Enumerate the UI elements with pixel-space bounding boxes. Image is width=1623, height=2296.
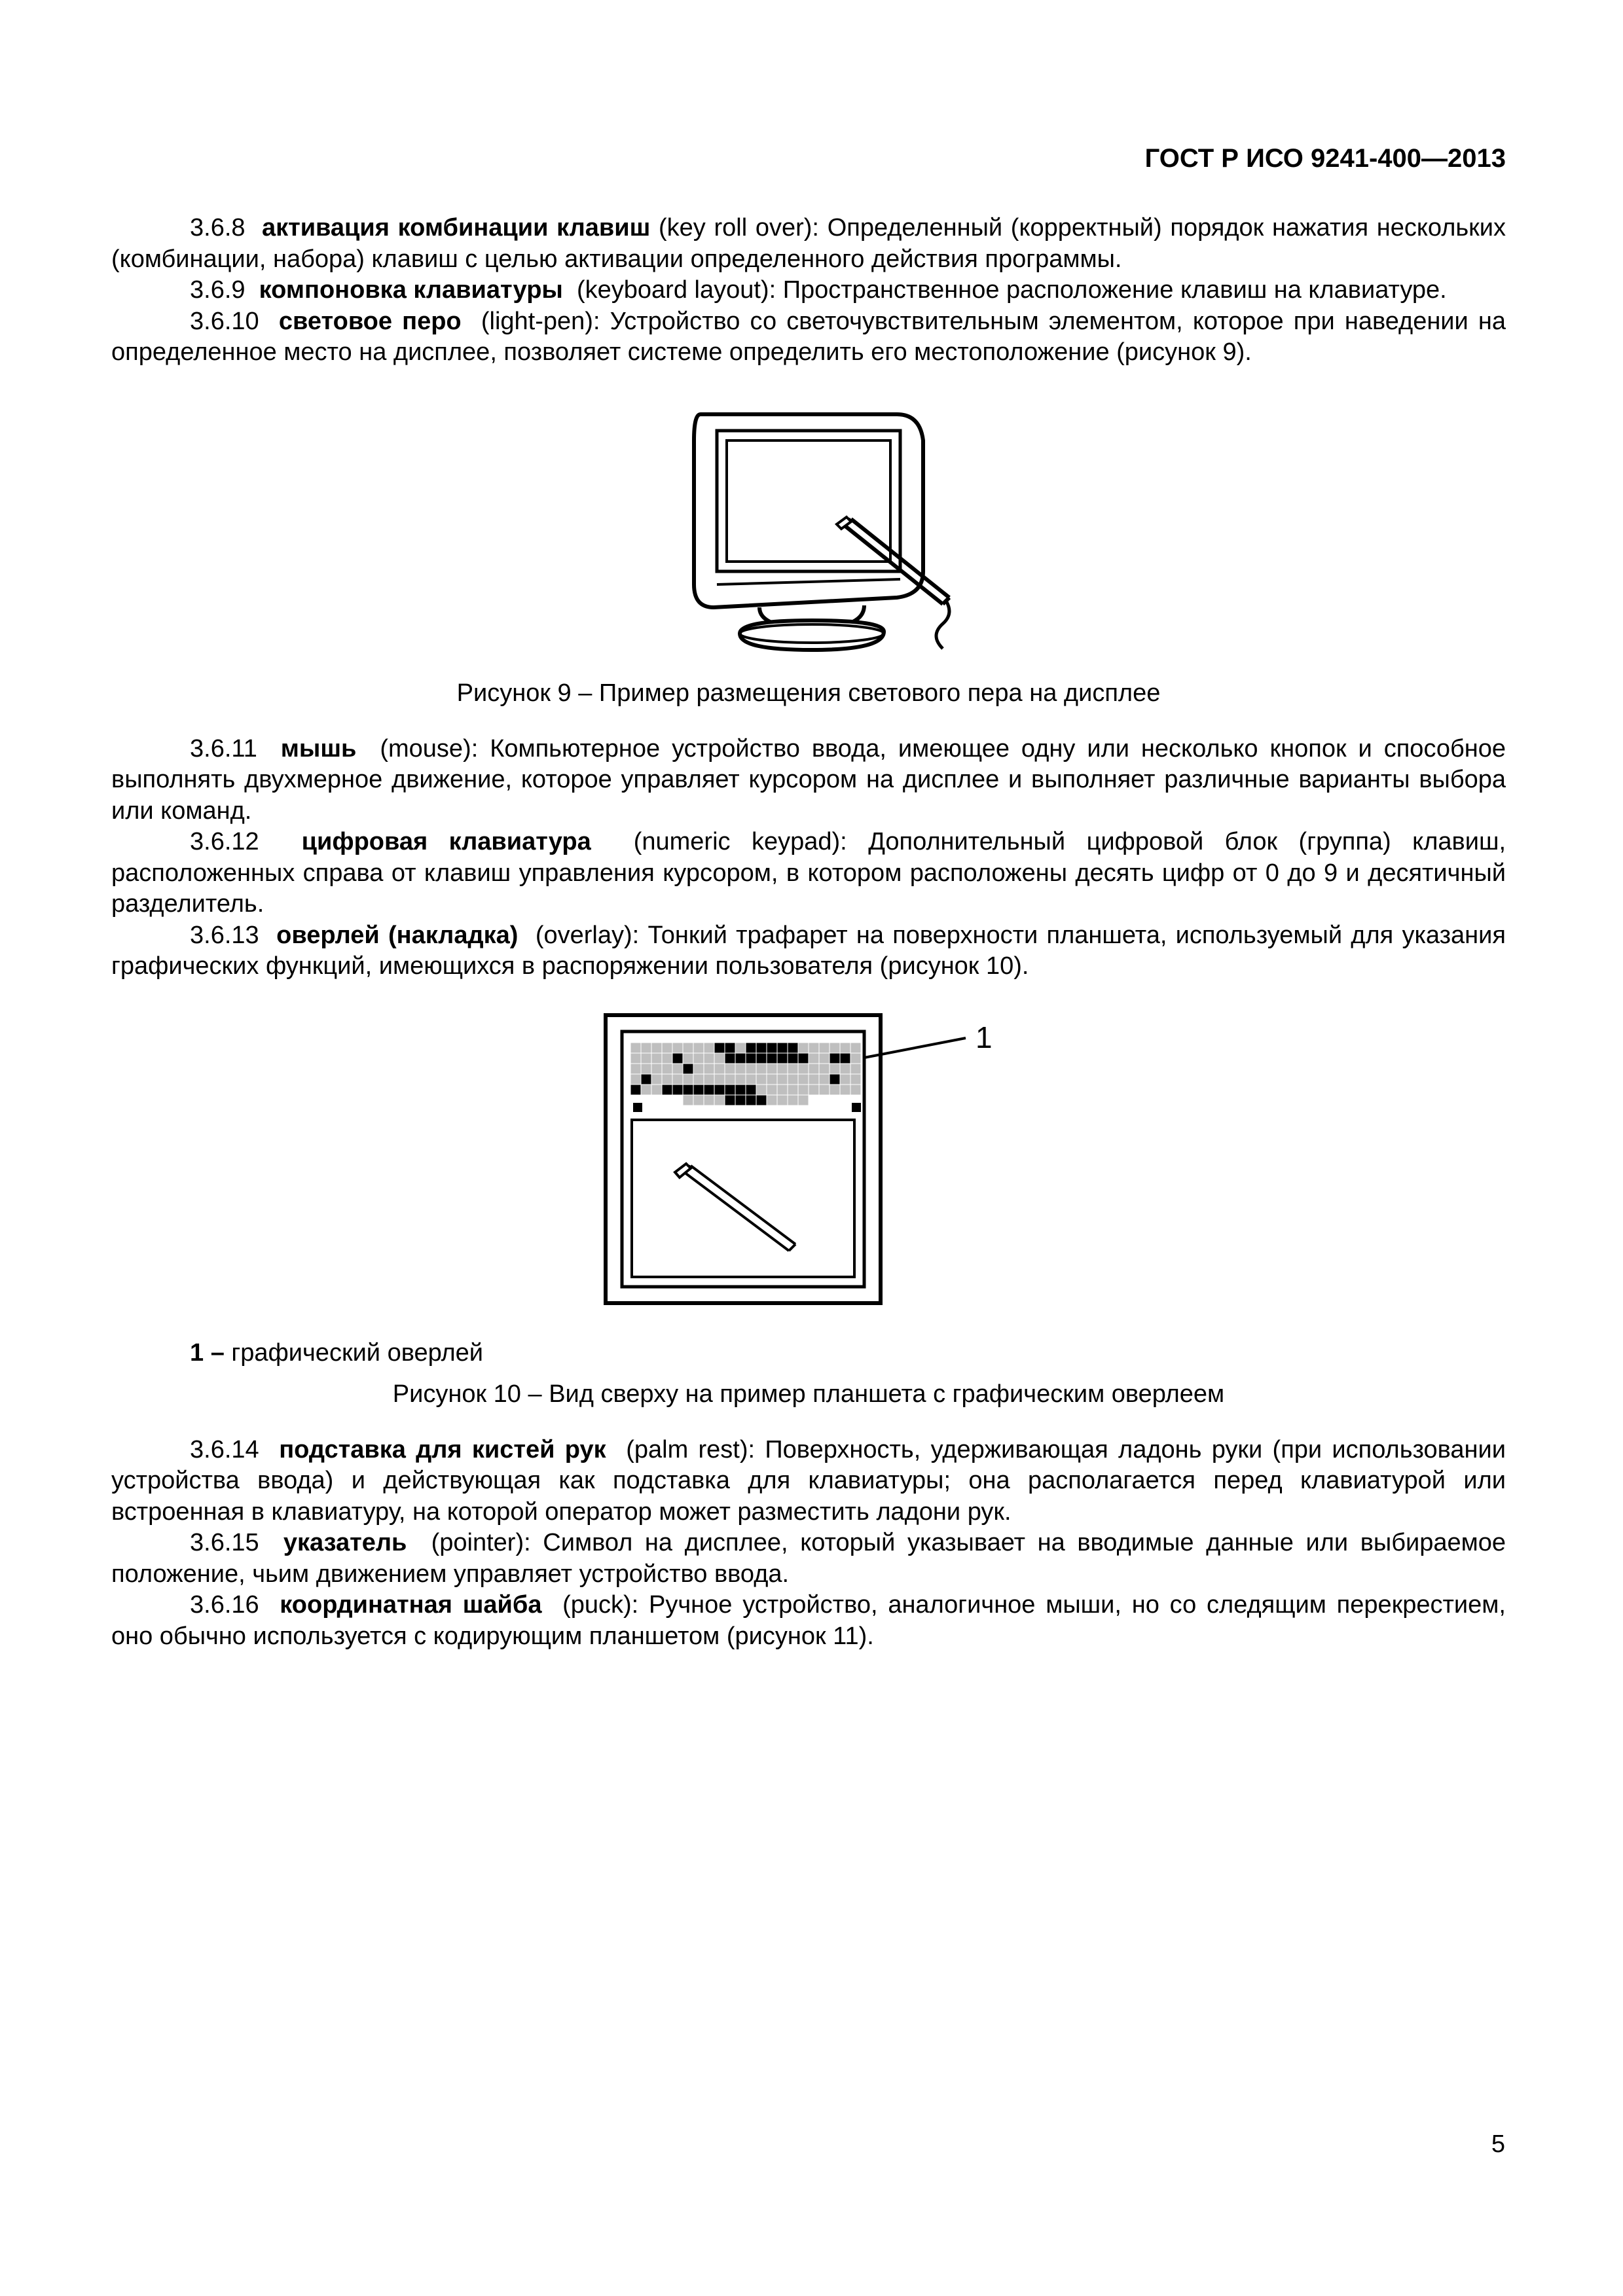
legend-text: графический оверлей xyxy=(231,1339,483,1367)
def-3-6-8: 3.6.8 активация комбинации клавиш (key r… xyxy=(111,213,1506,275)
def-num: 3.6.10 xyxy=(190,308,259,335)
def-term-text: компоновка клавиатуры xyxy=(259,276,563,304)
figure-9 xyxy=(111,388,1506,666)
body-block-1: 3.6.8 активация комбинации клавиш (key r… xyxy=(111,213,1506,368)
page-number: 5 xyxy=(1491,2130,1505,2159)
document-code: ГОСТ Р ИСО 9241-400—2013 xyxy=(111,144,1506,173)
def-num: 3.6.16 xyxy=(190,1591,259,1619)
tablet-overlay-icon: 1 xyxy=(593,1002,1025,1316)
def-paren: (puck): xyxy=(562,1591,638,1619)
def-paren: (keyboard layout): xyxy=(577,276,776,304)
def-num: 3.6.8 xyxy=(190,214,246,242)
def-term xyxy=(253,214,262,242)
def-paren: (overlay): xyxy=(536,922,639,949)
def-paren: (numeric keypad): xyxy=(634,828,847,855)
def-term-text: указатель xyxy=(283,1529,407,1556)
def-paren: (key roll over): xyxy=(659,214,819,242)
def-term-text: активация комбинации клавиш xyxy=(262,214,650,242)
figure-10: 1 xyxy=(111,1002,1506,1319)
def-num: 3.6.9 xyxy=(190,276,246,304)
body-block-3: 3.6.14 подставка для кистей рук (palm re… xyxy=(111,1435,1506,1653)
figure-10-legend: 1 – графический оверлей xyxy=(190,1339,1506,1367)
def-3-6-14: 3.6.14 подставка для кистей рук (palm re… xyxy=(111,1435,1506,1528)
def-3-6-9: 3.6.9 компоновка клавиатуры (keyboard la… xyxy=(111,275,1506,306)
def-3-6-12: 3.6.12 цифровая клавиатура (numeric keyp… xyxy=(111,827,1506,920)
callout-1-label: 1 xyxy=(976,1020,993,1054)
def-num: 3.6.13 xyxy=(190,922,259,949)
def-num: 3.6.12 xyxy=(190,828,259,855)
def-paren: (pointer): xyxy=(431,1529,531,1556)
def-3-6-11: 3.6.11 мышь (mouse): Компьютерное устрой… xyxy=(111,734,1506,827)
def-3-6-15: 3.6.15 указатель (pointer): Символ на ди… xyxy=(111,1528,1506,1590)
body-block-2: 3.6.11 мышь (mouse): Компьютерное устрой… xyxy=(111,734,1506,982)
def-term-text: координатная шайба xyxy=(280,1591,541,1619)
figure-10-caption: Рисунок 10 – Вид сверху на пример планше… xyxy=(111,1380,1506,1408)
def-3-6-16: 3.6.16 координатная шайба (puck): Ручное… xyxy=(111,1590,1506,1652)
def-term-text: световое перо xyxy=(279,308,462,335)
def-paren: (palm rest): xyxy=(626,1436,755,1463)
def-term-text: мышь xyxy=(281,735,357,762)
def-paren: (light-pen): xyxy=(481,308,600,335)
def-num: 3.6.14 xyxy=(190,1436,259,1463)
def-3-6-13: 3.6.13 оверлей (накладка) (overlay): Тон… xyxy=(111,920,1506,982)
legend-key: 1 – xyxy=(190,1339,225,1367)
def-3-6-10: 3.6.10 световое перо (light-pen): Устрой… xyxy=(111,306,1506,368)
def-num: 3.6.15 xyxy=(190,1529,259,1556)
def-term-text: подставка для кистей рук xyxy=(279,1436,606,1463)
def-num: 3.6.11 xyxy=(190,735,257,762)
def-term-text: цифровая клавиатура xyxy=(302,828,591,855)
monitor-lightpen-icon xyxy=(661,388,956,663)
def-paren: (mouse): xyxy=(380,735,478,762)
def-term-text: оверлей (накладка) xyxy=(276,922,518,949)
def-text: Пространственное расположение клавиш на … xyxy=(776,276,1447,304)
figure-9-caption: Рисунок 9 – Пример размещения светового … xyxy=(111,679,1506,708)
